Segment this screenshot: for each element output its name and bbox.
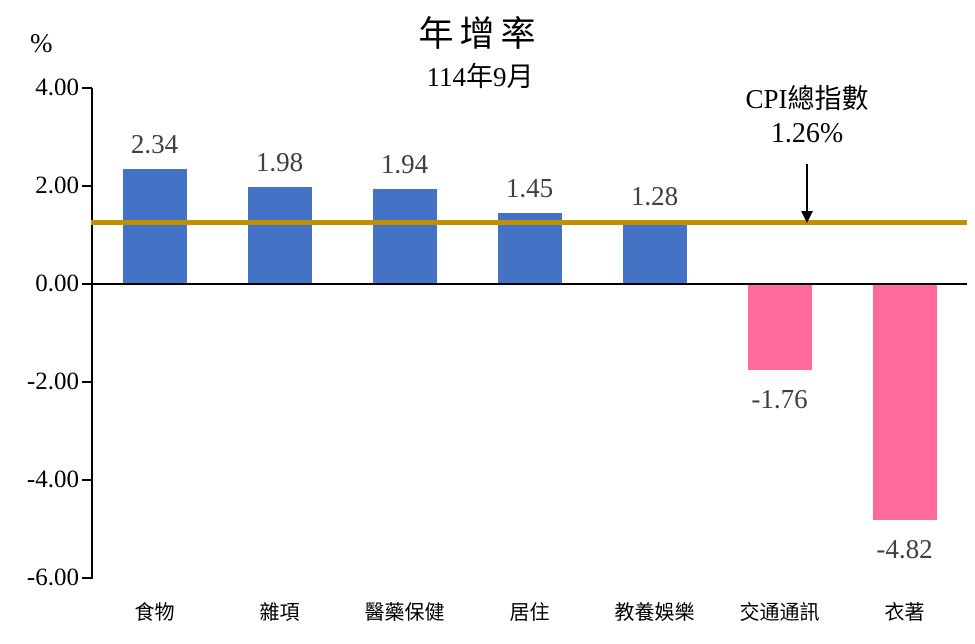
bar	[247, 186, 312, 284]
y-tick-label: -2.00	[26, 368, 79, 395]
cpi-annotation-label: CPI總指數	[745, 84, 869, 114]
y-tick-label: 0.00	[35, 270, 79, 297]
chart-title: 年增率	[418, 15, 542, 54]
bar	[872, 284, 937, 521]
cpi-annotation: CPI總指數 1.26%	[697, 82, 917, 152]
y-tick-label: -6.00	[26, 564, 79, 591]
y-tick-mark	[82, 479, 92, 481]
cpi-annotation-value: 1.26%	[770, 118, 844, 149]
down-arrow-head-icon	[801, 211, 813, 223]
bar	[122, 169, 187, 284]
chart-subtitle: 114年9月	[426, 62, 534, 92]
value-label: -4.82	[876, 534, 933, 565]
bar	[622, 221, 687, 284]
zero-baseline	[91, 283, 967, 285]
bar	[372, 188, 437, 284]
cpi-reference-line	[91, 219, 967, 225]
y-tick-mark	[82, 283, 92, 285]
y-tick-mark	[82, 381, 92, 383]
category-label: 雜項	[259, 602, 300, 624]
y-axis-line	[91, 88, 93, 579]
value-label: -1.76	[751, 384, 808, 415]
category-label: 衣著	[884, 602, 925, 624]
category-label: 教養娛樂	[614, 602, 695, 624]
y-tick-mark	[82, 185, 92, 187]
value-label: 2.34	[130, 129, 179, 160]
chart-title-block: 年增率 114年9月	[300, 14, 660, 94]
value-label: 1.98	[255, 146, 304, 177]
category-label: 食物	[134, 602, 175, 624]
bar	[497, 212, 562, 284]
bar	[747, 284, 812, 371]
category-label: 居住	[509, 602, 550, 624]
y-axis-unit-label: %	[30, 28, 53, 58]
category-label: 醫藥保健	[364, 602, 445, 624]
y-tick-label: 4.00	[35, 74, 79, 101]
y-tick-label: -4.00	[26, 466, 79, 493]
y-tick-mark	[82, 577, 92, 579]
y-tick-label: 2.00	[35, 172, 79, 199]
value-label: 1.94	[380, 148, 429, 179]
value-label: 1.45	[505, 172, 554, 203]
value-label: 1.28	[630, 181, 679, 212]
down-arrow-icon	[806, 164, 808, 212]
y-tick-mark	[82, 87, 92, 89]
category-label: 交通通訊	[739, 602, 820, 624]
